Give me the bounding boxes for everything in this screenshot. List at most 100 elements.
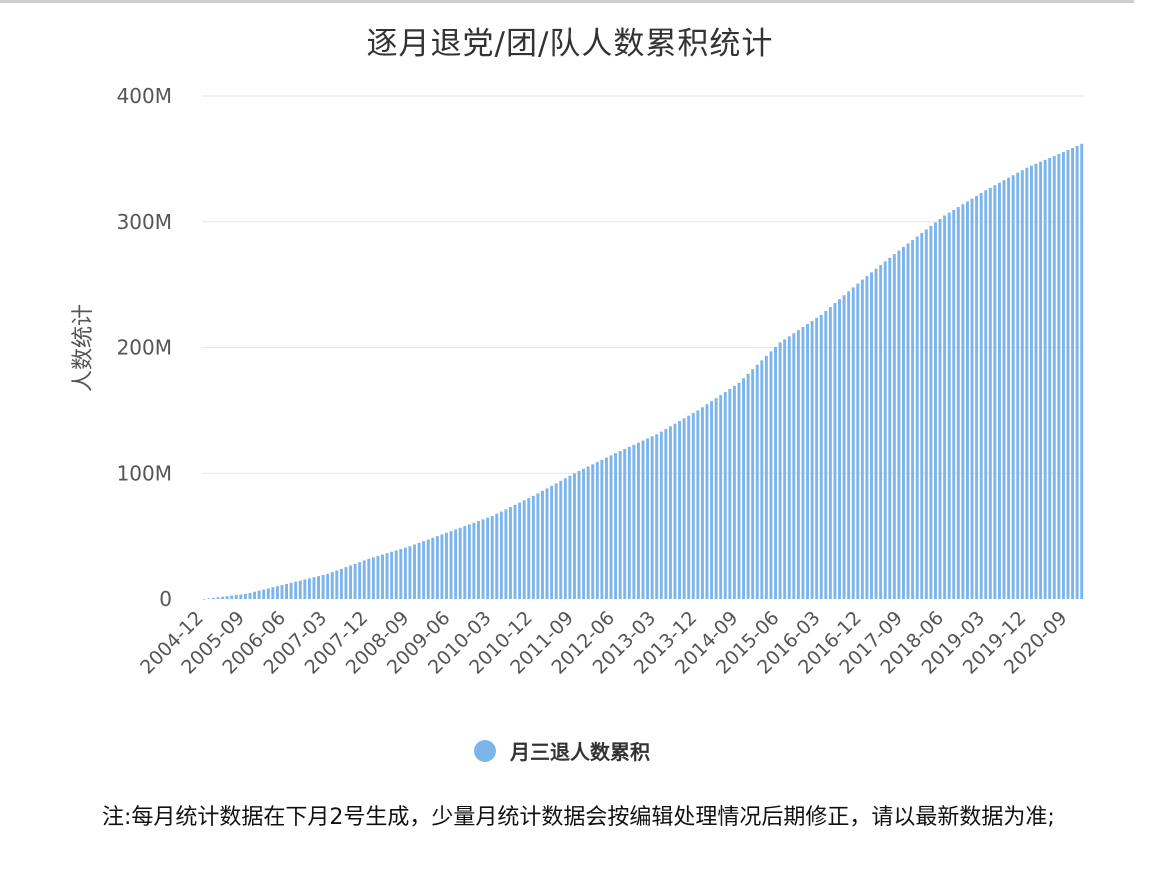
legend-label: 月三退人数累积 [510, 740, 650, 764]
bar [641, 440, 645, 599]
bar [298, 580, 302, 599]
bar [225, 596, 229, 599]
bar [321, 574, 325, 599]
bar [956, 207, 960, 599]
bar [317, 576, 320, 599]
bar [1034, 163, 1038, 599]
bar [518, 502, 522, 599]
bar [381, 554, 384, 599]
bar [216, 597, 220, 599]
bar [275, 586, 279, 599]
bar [650, 436, 654, 599]
bar [678, 420, 682, 599]
bar [435, 536, 439, 600]
bar [431, 537, 435, 599]
bar [1039, 161, 1043, 599]
bar [696, 410, 700, 600]
bar [312, 577, 316, 599]
bar [330, 572, 334, 599]
bar [1057, 153, 1061, 600]
bar [966, 201, 969, 600]
bar [984, 190, 988, 599]
chart-legend[interactable]: 月三退人数累积 [474, 736, 650, 765]
bar [810, 320, 814, 599]
bar [445, 532, 448, 599]
y-tick-label: 400M [117, 84, 172, 108]
bar [751, 369, 755, 599]
bar [353, 563, 357, 599]
bar [239, 594, 243, 599]
bar [1029, 165, 1033, 599]
bar [824, 310, 828, 599]
bar [787, 336, 791, 599]
bar [865, 275, 869, 599]
bar [1075, 145, 1079, 599]
bar [828, 306, 832, 599]
bar [1048, 157, 1052, 599]
bar [472, 522, 476, 599]
bar [413, 544, 416, 599]
bar [362, 560, 366, 599]
bar [609, 455, 613, 599]
bar [454, 529, 458, 599]
bar [719, 395, 723, 599]
bar [509, 507, 512, 599]
bar [266, 588, 270, 599]
bar [390, 551, 394, 599]
bar [792, 333, 796, 599]
bar [783, 339, 787, 599]
bar [531, 495, 535, 599]
bar [1061, 152, 1065, 599]
bar [399, 548, 403, 599]
bar [673, 423, 677, 599]
bar [769, 351, 773, 599]
y-axis-label: 人数统计 [71, 304, 96, 392]
bar [952, 209, 956, 599]
bar [577, 471, 581, 599]
bar [600, 459, 604, 599]
bar [659, 431, 663, 599]
bar [668, 426, 672, 599]
bar [851, 287, 855, 599]
bar [860, 279, 864, 599]
bar [541, 490, 544, 599]
bar [961, 204, 965, 599]
bar [477, 521, 480, 599]
bar [339, 568, 343, 599]
bar [732, 385, 736, 599]
bar [929, 225, 933, 599]
bar [742, 378, 745, 599]
bar [422, 541, 426, 599]
bar [545, 488, 549, 599]
bar [774, 346, 777, 599]
bar [943, 215, 947, 599]
bar [262, 589, 266, 599]
bar [888, 257, 892, 599]
bar [1080, 143, 1084, 599]
bar [371, 557, 375, 599]
bar [870, 272, 873, 599]
bar [285, 583, 288, 599]
bar [646, 438, 650, 599]
bar [947, 212, 951, 600]
bar [481, 519, 485, 599]
bar [746, 373, 750, 599]
bar [1016, 172, 1020, 599]
bar [796, 330, 800, 599]
bar [806, 324, 809, 599]
bar [253, 591, 257, 599]
bar [614, 453, 618, 599]
bar [906, 243, 910, 599]
bar [408, 546, 412, 599]
bar [563, 478, 567, 599]
bar [211, 597, 215, 599]
bar [504, 509, 508, 599]
bar [243, 593, 247, 599]
bar [728, 388, 732, 599]
bar [723, 391, 727, 599]
bar [467, 524, 471, 599]
bar [513, 504, 517, 599]
bar [294, 581, 298, 599]
bar [760, 360, 764, 599]
bar [938, 218, 942, 599]
